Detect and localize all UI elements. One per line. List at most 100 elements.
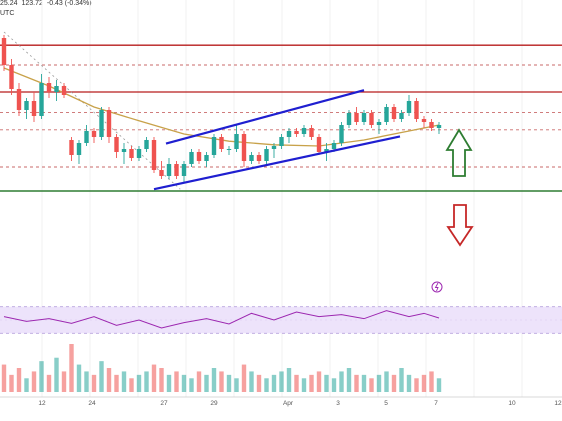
volume-bar [226, 374, 232, 392]
x-tick-label: 12 [554, 400, 562, 407]
change-value: -0.43 (-0.34%) [46, 0, 92, 7]
volume-bar [16, 368, 22, 392]
volume-bar [54, 357, 59, 392]
candle-body [241, 134, 247, 161]
x-tick-label: 5 [384, 400, 388, 407]
volume-bar [181, 374, 187, 392]
volume-bar [121, 371, 127, 392]
candle-body [324, 149, 329, 152]
candle-body [204, 155, 209, 161]
x-tick-label: 29 [210, 400, 218, 407]
rsi-line [3, 310, 440, 329]
candle-body [121, 149, 127, 152]
candle-body [429, 122, 434, 128]
candle-body [249, 155, 254, 161]
channel-upper-line [165, 89, 365, 145]
volume-bar [234, 378, 239, 392]
candle-body [46, 83, 52, 92]
x-tick-label: 12 [38, 400, 46, 407]
volume-bar [241, 364, 247, 392]
candle-body [84, 131, 89, 143]
volume-bar [436, 378, 442, 392]
volume-bar [189, 378, 194, 392]
x-tick-label: 27 [160, 400, 168, 407]
x-tick-label: 24 [88, 400, 96, 407]
candle-body [39, 83, 44, 116]
volume-bar [84, 371, 89, 392]
candle-body [346, 113, 352, 125]
ohlc-header: 25.24 123.72 -0.43 (-0.34%) [0, 0, 94, 7]
volume-bar [76, 364, 82, 392]
volume-bar [39, 361, 44, 392]
volume-bar [1, 364, 7, 392]
candle-body [196, 152, 202, 161]
volume-bar [309, 374, 314, 392]
candle-body [144, 140, 149, 149]
volume-bar [271, 374, 277, 392]
volume-bar [219, 371, 224, 392]
volume-bar [406, 374, 412, 392]
volume-bar [114, 374, 119, 392]
candle-body [271, 146, 277, 149]
volume-bar [354, 374, 359, 392]
up-arrow-icon [445, 128, 473, 177]
candle-body [421, 119, 427, 122]
candle-body [136, 149, 142, 158]
candle-body [309, 128, 314, 137]
candle-body [414, 101, 419, 119]
volume-bar [249, 371, 254, 392]
volume-bar [196, 371, 202, 392]
candle-body [436, 125, 442, 128]
volume-bar [211, 368, 217, 392]
volume-bar [331, 378, 337, 392]
candle-body [256, 155, 262, 161]
candle-body [91, 131, 97, 137]
volume-bar [264, 378, 269, 392]
candle-body [181, 164, 187, 176]
volume-bar [414, 378, 419, 392]
candle-body [376, 122, 382, 125]
candle-body [294, 131, 299, 134]
candle-body [1, 38, 7, 65]
ohlc-value: 25.24 [0, 0, 18, 7]
candle-body [129, 149, 134, 158]
volume-bar [24, 378, 29, 392]
volume-bar [204, 374, 209, 392]
candle-body [69, 140, 74, 155]
volume-bar [9, 374, 14, 392]
candle-body [226, 149, 232, 150]
volume-bar [129, 378, 134, 392]
candle-body [211, 137, 217, 155]
candle-body [114, 137, 119, 152]
candle-body [174, 164, 179, 176]
volume-bar [339, 371, 344, 392]
candle-body [99, 110, 104, 137]
candle-body [264, 149, 269, 161]
volume-bar [31, 371, 37, 392]
candle-body [339, 125, 344, 143]
x-tick-label: 7 [434, 400, 438, 407]
volume-bar [46, 374, 52, 392]
candle-body [234, 134, 239, 149]
candle-body [391, 107, 397, 119]
volume-bar [144, 371, 149, 392]
candle-body [106, 110, 112, 137]
volume-bar [361, 374, 367, 392]
event-badge-icon [431, 281, 443, 293]
volume-bar [159, 368, 164, 392]
volume-bar [324, 374, 329, 392]
volume-bar [429, 371, 434, 392]
candle-body [331, 143, 337, 149]
volume-bar [294, 374, 299, 392]
volume-bar [346, 368, 352, 392]
volume-bar [106, 368, 112, 392]
x-tick-label: 3 [336, 400, 340, 407]
candle-body [16, 89, 22, 110]
candle-body [189, 152, 194, 164]
candle-body [384, 107, 389, 122]
volume-bar [279, 371, 284, 392]
volume-bar [151, 364, 157, 392]
down-arrow-icon [446, 204, 474, 247]
